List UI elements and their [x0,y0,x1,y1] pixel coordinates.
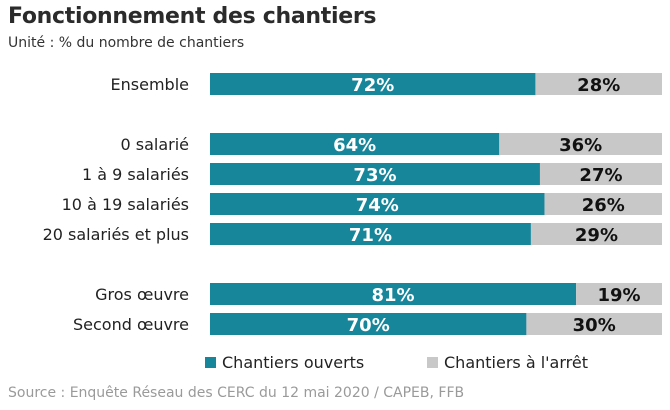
legend-label-arret: Chantiers à l'arrêt [444,353,588,372]
data-label-ouverts: 64% [333,135,376,156]
bar-segment-chantiers-ouverts [210,283,577,305]
data-label-ouverts: 70% [347,315,390,336]
data-label-arret: 29% [575,225,618,246]
bar-segment-chantiers-ouverts [210,73,536,95]
bar-segment-chantiers-ouverts [210,133,500,155]
data-label-arret: 26% [582,195,625,216]
bar-segment-chantiers-arret [544,193,662,215]
data-label-ouverts: 81% [372,285,415,306]
category-label: 20 salariés et plus [43,225,189,244]
data-label-ouverts: 72% [351,75,394,96]
bar-segment-chantiers-arret [530,223,662,245]
data-label-arret: 19% [598,285,641,306]
data-label-ouverts: 73% [353,165,396,186]
source-note: Source : Enquête Réseau des CERC du 12 m… [8,385,465,401]
bar-segment-chantiers-ouverts [210,163,540,185]
category-label: Second œuvre [73,315,189,334]
data-label-arret: 27% [579,165,622,186]
legend-label-ouverts: Chantiers ouverts [222,353,364,372]
data-label-arret: 30% [573,315,616,336]
data-label-ouverts: 71% [349,225,392,246]
bar-segment-chantiers-ouverts [210,313,527,335]
category-label: 1 à 9 salariés [82,165,189,184]
stacked-bar-chart: Ensemble 72% 28% 0 salarié 64% 36% 1 à 9 salar… [43,73,662,372]
data-label-arret: 36% [559,135,602,156]
category-label: 10 à 19 salariés [62,195,189,214]
bar-segment-chantiers-arret [526,313,662,335]
bar-segment-chantiers-arret [576,283,662,305]
bar-segment-chantiers-ouverts [210,193,545,215]
category-label: Ensemble [111,75,189,94]
chart-title: Fonctionnement des chantiers [8,4,377,29]
legend-swatch-arret [427,357,438,368]
chart-subtitle: Unité : % du nombre de chantiers [8,35,245,51]
data-label-arret: 28% [577,75,620,96]
bar-segment-chantiers-arret [535,73,662,95]
legend-swatch-ouverts [205,357,216,368]
bar-segment-chantiers-ouverts [210,223,531,245]
bar-segment-chantiers-arret [499,133,662,155]
category-label: 0 salarié [120,135,189,154]
category-label: Gros œuvre [95,285,189,304]
data-label-ouverts: 74% [356,195,399,216]
bar-segment-chantiers-arret [539,163,662,185]
